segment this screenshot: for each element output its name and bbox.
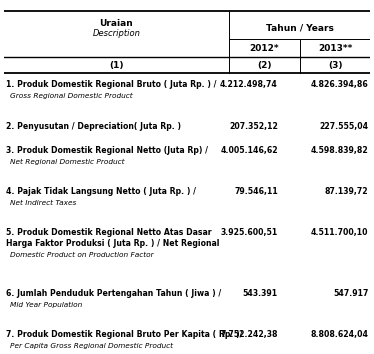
Text: 547.917: 547.917 <box>333 289 368 297</box>
Text: 4.598.839,82: 4.598.839,82 <box>311 145 368 155</box>
Text: 2. Penyusutan / Depreciation( Juta Rp. ): 2. Penyusutan / Depreciation( Juta Rp. ) <box>6 122 181 131</box>
Text: Gross Regional Domestic Product: Gross Regional Domestic Product <box>10 93 133 99</box>
Text: 87.139,72: 87.139,72 <box>325 187 368 196</box>
Text: Domestic Product on Production Factor: Domestic Product on Production Factor <box>10 252 154 258</box>
Text: Per Capita Gross Regional Domestic Product: Per Capita Gross Regional Domestic Produ… <box>10 343 173 349</box>
Text: 4.212.498,74: 4.212.498,74 <box>220 80 278 89</box>
Text: 2012*: 2012* <box>250 44 279 53</box>
Text: 1. Produk Domestik Regional Bruto ( Juta Rp. ) /: 1. Produk Domestik Regional Bruto ( Juta… <box>6 80 216 89</box>
Text: 4. Pajak Tidak Langsung Netto ( Juta Rp. ) /: 4. Pajak Tidak Langsung Netto ( Juta Rp.… <box>6 187 196 196</box>
Text: 5. Produk Domestik Regional Netto Atas Dasar: 5. Produk Domestik Regional Netto Atas D… <box>6 228 211 237</box>
Text: 6. Jumlah Penduduk Pertengahan Tahun ( Jiwa ) /: 6. Jumlah Penduduk Pertengahan Tahun ( J… <box>6 289 221 297</box>
Text: 2013**: 2013** <box>318 44 352 53</box>
Text: (1): (1) <box>109 61 124 70</box>
Text: 227.555,04: 227.555,04 <box>319 122 368 131</box>
Text: 4.826.394,86: 4.826.394,86 <box>311 80 368 89</box>
Text: 79.546,11: 79.546,11 <box>234 187 278 196</box>
Text: 7.752.242,38: 7.752.242,38 <box>220 330 278 339</box>
Text: 4.511.700,10: 4.511.700,10 <box>311 228 368 237</box>
Text: Description: Description <box>92 29 140 38</box>
Text: 207.352,12: 207.352,12 <box>229 122 278 131</box>
Text: Harga Faktor Produksi ( Juta Rp. ) / Net Regional: Harga Faktor Produksi ( Juta Rp. ) / Net… <box>6 239 219 248</box>
Text: Net Regional Domestic Product: Net Regional Domestic Product <box>10 159 125 165</box>
Text: 8.808.624,04: 8.808.624,04 <box>310 330 368 339</box>
Text: 7. Produk Domestik Regional Bruto Per Kapita ( Rp. )/: 7. Produk Domestik Regional Bruto Per Ka… <box>6 330 242 339</box>
Text: 543.391: 543.391 <box>243 289 278 297</box>
Text: 3.925.600,51: 3.925.600,51 <box>221 228 278 237</box>
Text: (3): (3) <box>328 61 342 70</box>
Text: Mid Year Population: Mid Year Population <box>10 302 83 308</box>
Text: Uraian: Uraian <box>99 19 133 28</box>
Text: 3. Produk Domestik Regional Netto (Juta Rp) /: 3. Produk Domestik Regional Netto (Juta … <box>6 145 208 155</box>
Text: 4.005.146,62: 4.005.146,62 <box>220 145 278 155</box>
Text: (2): (2) <box>257 61 272 70</box>
Text: Net Indirect Taxes: Net Indirect Taxes <box>10 200 77 206</box>
Text: Tahun / Years: Tahun / Years <box>266 23 334 33</box>
